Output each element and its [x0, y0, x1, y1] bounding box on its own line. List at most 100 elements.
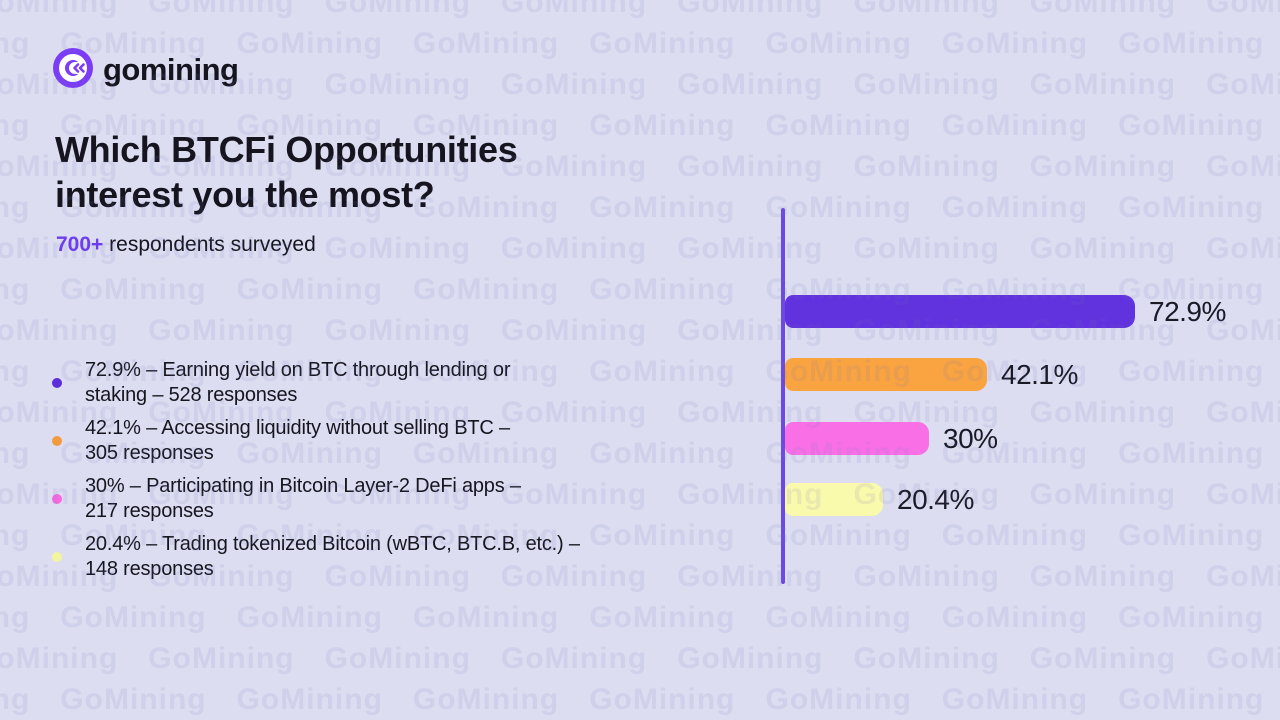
- watermark-text: GoMining: [500, 150, 648, 183]
- legend-item: 30% – Participating in Bitcoin Layer-2 D…: [52, 474, 742, 523]
- watermark-text: GoMining: [0, 27, 31, 60]
- legend-item-line: 72.9% – Earning yield on BTC through len…: [85, 359, 511, 381]
- watermark-text: GoMining: [941, 683, 1089, 716]
- watermark-text: GoMining: [1029, 642, 1177, 675]
- bar-value-label: 30%: [943, 422, 998, 454]
- watermark-text: GoMining: [412, 601, 560, 634]
- page-title: Which BTCFi Opportunities interest you t…: [55, 127, 518, 217]
- legend-item: 20.4% – Trading tokenized Bitcoin (wBTC,…: [52, 532, 742, 581]
- watermark-text: GoMining: [148, 314, 295, 347]
- watermark-text: GoMining: [0, 355, 31, 388]
- watermark-text: GoMining: [1118, 27, 1265, 60]
- bar-value-label: 20.4%: [897, 483, 974, 515]
- watermark-row: GoMining GoMining GoMining GoMining GoMining…: [0, 601, 1280, 635]
- watermark-text: GoMining: [589, 273, 736, 306]
- watermark-text: GoMining: [589, 601, 736, 634]
- watermark-text: GoMining: [0, 191, 31, 224]
- watermark-text: GoMining: [1118, 601, 1265, 634]
- legend: 72.9% – Earning yield on BTC through len…: [52, 358, 742, 590]
- legend-item-line: 148 responses: [85, 557, 214, 580]
- bar: [785, 483, 883, 516]
- watermark-text: GoMining: [0, 109, 31, 142]
- watermark-text: GoMining: [0, 519, 31, 552]
- bar-row: 42.1%: [785, 358, 1078, 391]
- logo-text: gomining: [103, 51, 239, 87]
- watermark-text: GoMining: [1029, 68, 1177, 101]
- watermark-text: GoMining: [941, 109, 1089, 142]
- legend-item-label: 42.1% – Accessing liquidity without sell…: [85, 416, 510, 465]
- watermark-text: GoMining: [236, 683, 383, 716]
- watermark-text: GoMining: [324, 314, 471, 347]
- legend-item-label: 72.9% – Earning yield on BTC through len…: [85, 358, 511, 407]
- bar: [785, 295, 1135, 328]
- watermark-text: GoMining: [1206, 150, 1280, 183]
- watermark-text: GoMining: [500, 232, 648, 265]
- watermark-text: GoMining: [589, 683, 736, 716]
- watermark-text: GoMining: [0, 0, 119, 19]
- watermark-text: GoMining: [500, 0, 648, 19]
- watermark-text: GoMining: [941, 601, 1089, 634]
- watermark-text: GoMining: [0, 601, 31, 634]
- watermark-text: GoMining: [500, 642, 648, 675]
- watermark-text: GoMining: [1206, 68, 1280, 101]
- watermark-text: GoMining: [0, 437, 31, 470]
- bar-value-label: 72.9%: [1149, 295, 1226, 327]
- watermark-text: GoMining: [0, 314, 119, 347]
- watermark-text: GoMining: [677, 0, 824, 19]
- watermark-text: GoMining: [412, 27, 560, 60]
- respondents-count: 700+: [56, 233, 104, 256]
- watermark-text: GoMining: [853, 642, 1000, 675]
- watermark-text: GoMining: [0, 273, 31, 306]
- legend-item-line: 305 responses: [85, 441, 214, 464]
- watermark-text: GoMining: [412, 683, 560, 716]
- watermark-text: GoMining: [236, 601, 383, 634]
- watermark-text: GoMining: [853, 150, 1000, 183]
- watermark-text: GoMining: [941, 27, 1089, 60]
- watermark-text: GoMining: [412, 273, 560, 306]
- watermark-text: GoMining: [853, 68, 1000, 101]
- watermark-text: GoMining: [60, 601, 207, 634]
- watermark-text: GoMining: [500, 68, 648, 101]
- legend-item-line: 30% – Participating in Bitcoin Layer-2 D…: [85, 475, 521, 497]
- watermark-text: GoMining: [500, 314, 648, 347]
- watermark-text: GoMining: [677, 642, 824, 675]
- watermark-text: GoMining: [1118, 109, 1265, 142]
- legend-item-label: 30% – Participating in Bitcoin Layer-2 D…: [85, 474, 521, 523]
- watermark-text: GoMining: [324, 0, 471, 19]
- watermark-row: GoMining GoMining GoMining GoMining GoMining…: [0, 0, 1280, 20]
- legend-item-line: 217 responses: [85, 499, 214, 522]
- watermark-text: GoMining: [60, 273, 207, 306]
- watermark-text: GoMining: [765, 601, 912, 634]
- watermark-text: GoMining: [765, 683, 912, 716]
- watermark-text: GoMining: [0, 642, 119, 675]
- bar-row: 20.4%: [785, 483, 974, 516]
- title-line-2: interest you the most?: [55, 174, 435, 215]
- watermark-text: GoMining: [1029, 150, 1177, 183]
- title-line-1: Which BTCFi Opportunities: [55, 129, 518, 170]
- watermark-text: GoMining: [236, 273, 383, 306]
- subtitle-text: respondents surveyed: [103, 233, 316, 256]
- legend-item-line: staking – 528 responses: [85, 383, 298, 406]
- watermark-text: GoMining: [324, 232, 471, 265]
- gomining-logo-icon: [53, 48, 93, 88]
- legend-bullet-icon: [52, 435, 62, 446]
- watermark-row: GoMining GoMining GoMining GoMining GoMining…: [0, 683, 1280, 717]
- watermark-text: GoMining: [589, 27, 736, 60]
- legend-item: 42.1% – Accessing liquidity without sell…: [52, 416, 742, 465]
- legend-item-label: 20.4% – Trading tokenized Bitcoin (wBTC,…: [85, 532, 580, 581]
- watermark-text: GoMining: [1206, 642, 1280, 675]
- legend-bullet-icon: [52, 377, 62, 388]
- watermark-text: GoMining: [324, 68, 471, 101]
- watermark-text: GoMining: [0, 683, 31, 716]
- watermark-text: GoMining: [1029, 0, 1177, 19]
- legend-item: 72.9% – Earning yield on BTC through len…: [52, 358, 742, 407]
- watermark-text: GoMining: [236, 27, 383, 60]
- legend-bullet-icon: [52, 551, 62, 562]
- legend-item-line: 20.4% – Trading tokenized Bitcoin (wBTC,…: [85, 533, 580, 555]
- watermark-row: GoMining GoMining GoMining GoMining GoMining…: [0, 642, 1280, 676]
- watermark-text: GoMining: [853, 0, 1000, 19]
- watermark-text: GoMining: [589, 191, 736, 224]
- watermark-text: GoMining: [324, 642, 471, 675]
- watermark-text: GoMining: [765, 27, 912, 60]
